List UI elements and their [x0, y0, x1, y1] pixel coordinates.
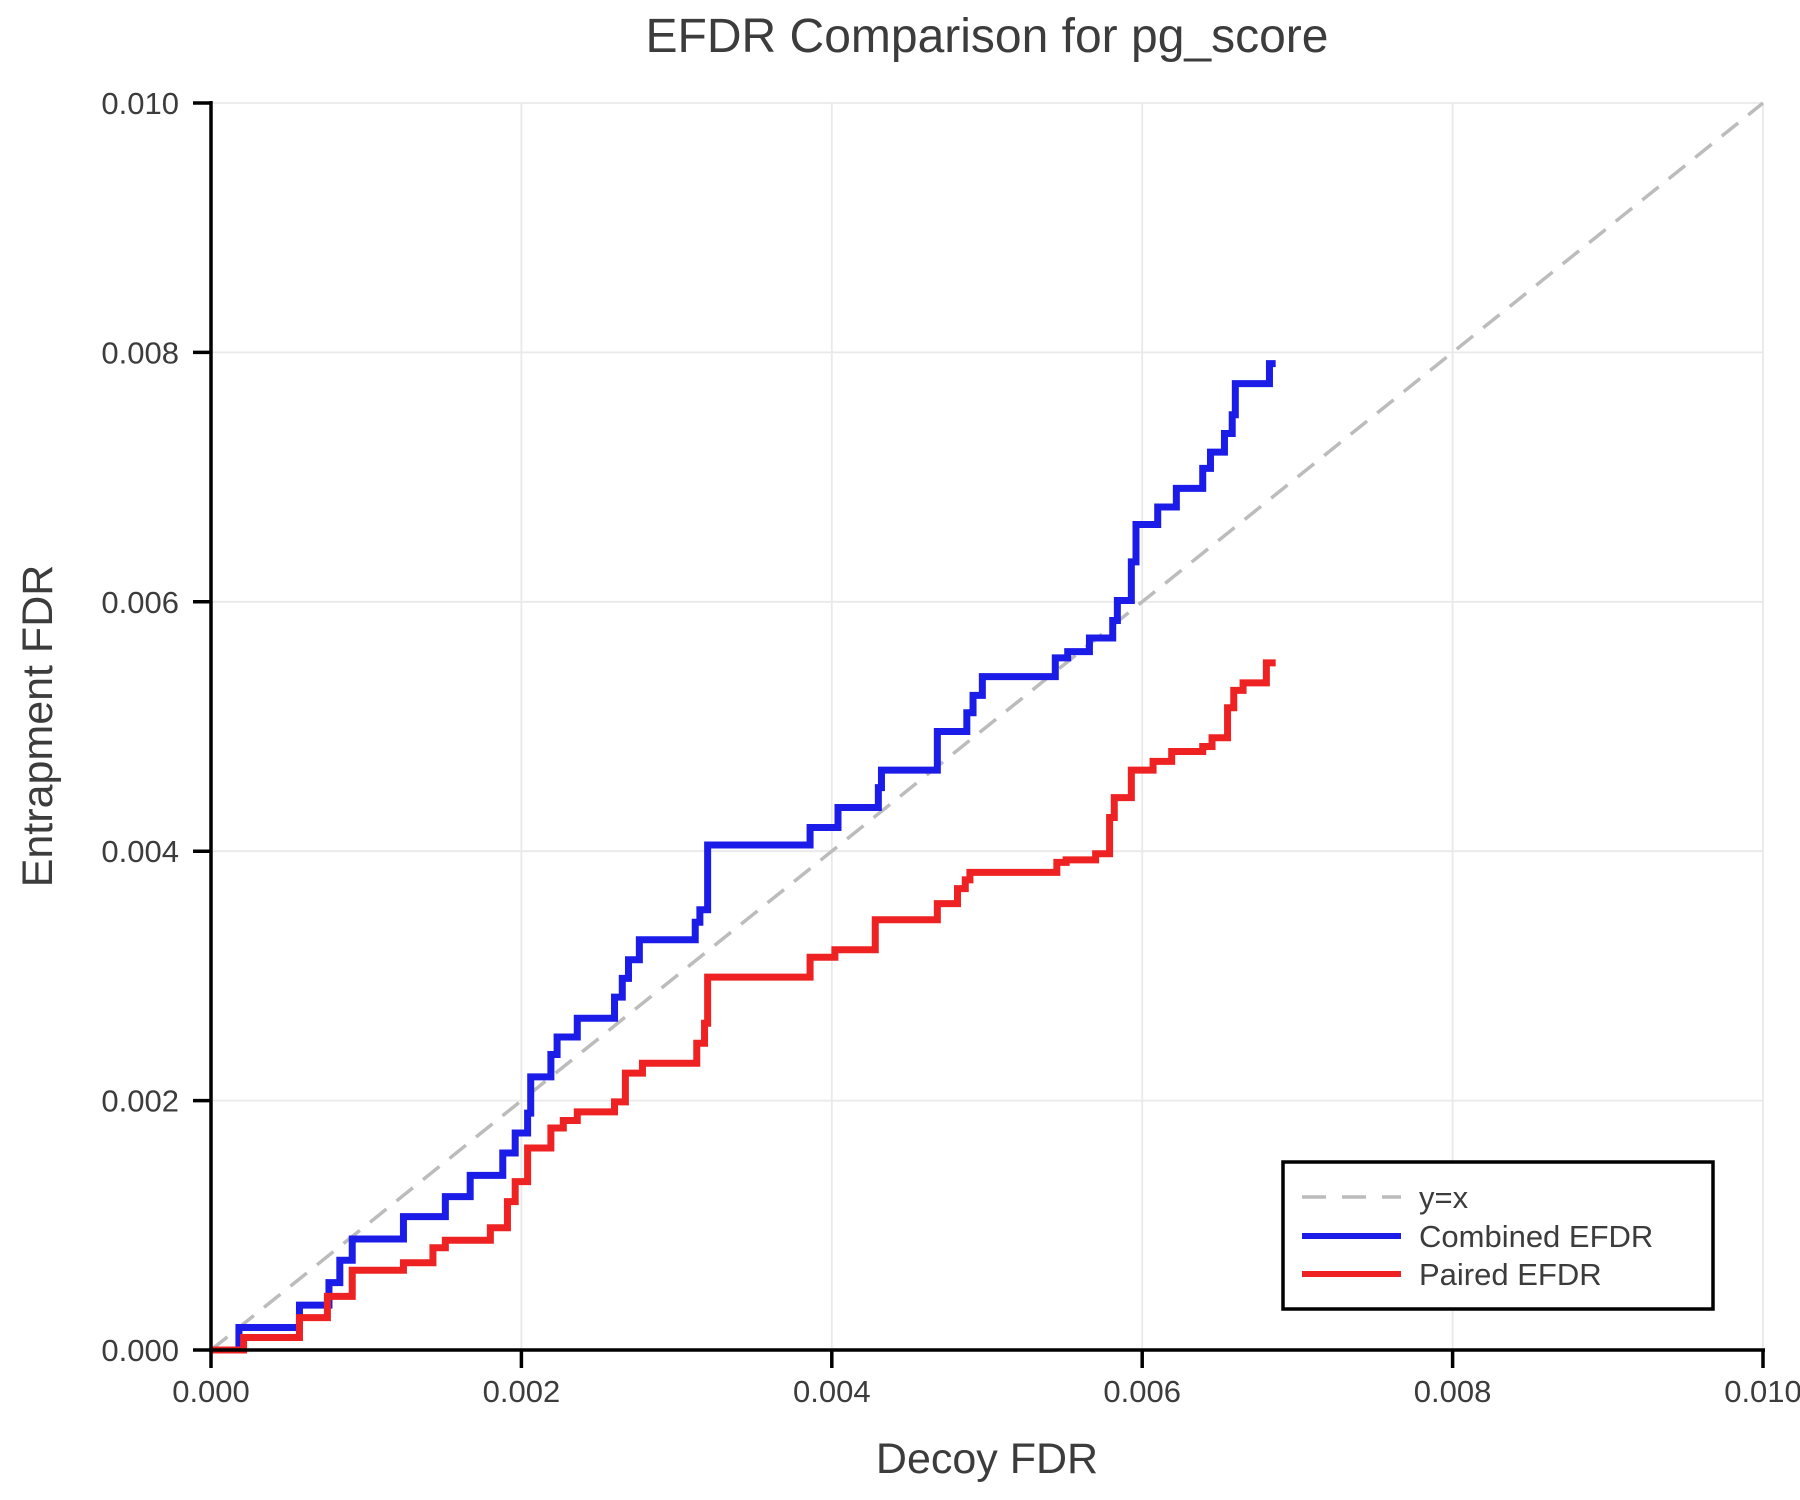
- y-tick-label: 0.008: [101, 335, 179, 370]
- x-tick-label: 0.004: [793, 1374, 871, 1409]
- axis-spines: [209, 101, 1765, 1352]
- grid-layer: [211, 102, 1764, 1350]
- x-axis-label: Decoy FDR: [876, 1435, 1098, 1483]
- y-tick-label: 0.000: [101, 1333, 179, 1368]
- x-tick-label: 0.002: [483, 1374, 561, 1409]
- x-tick-label: 0.010: [1724, 1374, 1800, 1409]
- paired-efdr-curve: [211, 659, 1276, 1354]
- y-tick-label: 0.006: [101, 585, 179, 620]
- y-tick-label: 0.004: [101, 834, 179, 869]
- series-layer: [209, 101, 1765, 1354]
- legend: y=x Combined EFDR Paired EFDR: [1281, 1160, 1715, 1311]
- x-tick-label: 0.008: [1414, 1374, 1492, 1409]
- legend-label-combined-efdr: Combined EFDR: [1419, 1219, 1653, 1254]
- y-tick-label: 0.010: [101, 86, 179, 121]
- legend-label-identity: y=x: [1419, 1180, 1469, 1215]
- identity-line: [209, 101, 1765, 1352]
- tick-layer: 0.000 0.002 0.004 0.006 0.008 0.010 0.000 0.002…: [101, 86, 1800, 1409]
- y-axis-label: Entrapment FDR: [14, 565, 62, 888]
- chart-title: EFDR Comparison for pg_score: [646, 10, 1329, 63]
- combined-efdr-curve: [211, 360, 1276, 1354]
- legend-label-paired-efdr: Paired EFDR: [1419, 1257, 1602, 1292]
- x-tick-label: 0.000: [172, 1374, 250, 1409]
- x-tick-label: 0.006: [1103, 1374, 1181, 1409]
- y-tick-label: 0.002: [101, 1084, 179, 1119]
